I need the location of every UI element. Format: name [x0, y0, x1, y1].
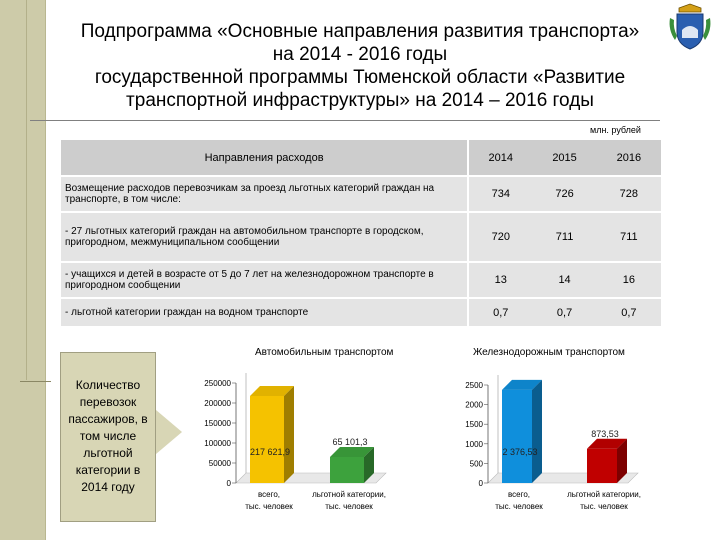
page-title: Подпрограмма «Основные направления разви…	[60, 20, 660, 112]
category-label: льготной категории, тыс. человек	[567, 490, 641, 511]
left-decorative-bar	[0, 0, 46, 540]
y-tick-label: 50000	[209, 459, 232, 468]
cell-2015: 0,7	[532, 297, 597, 326]
auto-transport-chart: 0 50000 100000 150000 200000 250000 217 621,9 в…	[204, 373, 387, 511]
bar-side	[364, 446, 374, 483]
cell-2016: 0,7	[596, 297, 661, 326]
rail-transport-chart: 0 500 1000 1500 2000 2500 2 376,53 всего, тыс. ч…	[465, 375, 641, 511]
title-line: государственной программы Тюменской обла…	[94, 67, 626, 88]
cell-2015: 14	[532, 261, 597, 298]
chart-title-rail: Железнодорожным транспортом	[473, 347, 625, 358]
chart-title-auto: Автомобильным транспортом	[255, 347, 394, 358]
cell-2014: 13	[467, 261, 533, 298]
row-label: - 27 льготных категорий граждан на автом…	[61, 211, 469, 262]
y-tick-label: 2000	[465, 401, 483, 410]
data-label: 65 101,3	[332, 437, 367, 447]
category-label-line: всего,	[258, 490, 280, 499]
category-label-line: льготной категории,	[567, 490, 641, 499]
category-label: всего, тыс. человек	[495, 490, 543, 511]
bar-top	[250, 385, 294, 396]
cell-2015: 726	[532, 175, 597, 212]
table-header-row: Направления расходов 2014 2015 2016	[61, 140, 661, 176]
title-line: на 2014 - 2016 годы	[272, 44, 448, 65]
cell-2014: 0,7	[467, 297, 533, 326]
y-tick-label: 0	[479, 479, 484, 488]
bar-side	[284, 385, 294, 483]
column-header: 2014	[467, 140, 533, 176]
data-label: 873,53	[591, 429, 619, 439]
cell-2016: 16	[596, 261, 661, 298]
data-label: 2 376,53	[502, 447, 537, 457]
bar-top	[587, 438, 627, 449]
callout-arrow-icon	[156, 410, 182, 454]
cell-2016: 728	[596, 175, 661, 212]
left-bar-divider	[26, 0, 27, 380]
passenger-callout: Количество перевозок пассажиров, в том ч…	[60, 352, 156, 522]
table-row: - льготной категории граждан на водном т…	[61, 297, 661, 326]
column-header: 2016	[596, 140, 661, 176]
table-row: Возмещение расходов перевозчикам за прое…	[61, 175, 661, 212]
category-label: льготной категории, тыс. человек	[312, 490, 386, 511]
bar	[250, 395, 284, 483]
unit-label: млн. рублей	[590, 125, 641, 135]
bar	[502, 389, 532, 483]
category-label-line: тыс. человек	[580, 502, 628, 511]
y-tick-label: 200000	[204, 399, 231, 408]
table-row: - учащихся и детей в возрасте от 5 до 7 …	[61, 261, 661, 298]
row-label: - учащихся и детей в возрасте от 5 до 7 …	[61, 261, 469, 298]
coat-of-arms-icon	[669, 3, 711, 50]
title-underline	[30, 120, 660, 121]
budget-table: Направления расходов 2014 2015 2016 Возм…	[61, 140, 661, 326]
category-label-line: льготной категории,	[312, 490, 386, 499]
cell-2015: 711	[532, 211, 597, 262]
y-tick-label: 100000	[204, 439, 231, 448]
title-line: Подпрограмма «Основные направления разви…	[80, 21, 640, 42]
category-label-line: всего,	[508, 490, 530, 499]
category-label: всего, тыс. человек	[245, 490, 293, 511]
bar-side	[617, 438, 627, 483]
y-tick-label: 0	[227, 479, 232, 488]
y-tick-label: 1500	[465, 420, 483, 429]
left-accent-line	[20, 381, 51, 382]
column-header: 2015	[532, 140, 597, 176]
bar-top	[502, 379, 542, 390]
category-label-line: тыс. человек	[325, 502, 373, 511]
cell-2016: 711	[596, 211, 661, 262]
row-label: Возмещение расходов перевозчикам за прое…	[61, 175, 469, 212]
y-tick-label: 250000	[204, 379, 231, 388]
y-tick-label: 2500	[465, 381, 483, 390]
y-tick-label: 150000	[204, 419, 231, 428]
title-line: транспортной инфраструктуры» на 2014 – 2…	[126, 90, 594, 111]
table-row: - 27 льготных категорий граждан на автом…	[61, 211, 661, 262]
column-header: Направления расходов	[61, 140, 469, 176]
bar-top	[330, 446, 374, 457]
y-tick-label: 500	[470, 459, 484, 468]
category-label-line: тыс. человек	[245, 502, 293, 511]
category-label-line: тыс. человек	[495, 502, 543, 511]
bar	[587, 448, 617, 483]
y-tick-label: 1000	[465, 440, 483, 449]
data-label: 217 621,9	[250, 447, 290, 457]
row-label: - льготной категории граждан на водном т…	[61, 297, 469, 326]
bar	[330, 456, 364, 483]
cell-2014: 720	[467, 211, 533, 262]
bar-side	[532, 379, 542, 483]
cell-2014: 734	[467, 175, 533, 212]
